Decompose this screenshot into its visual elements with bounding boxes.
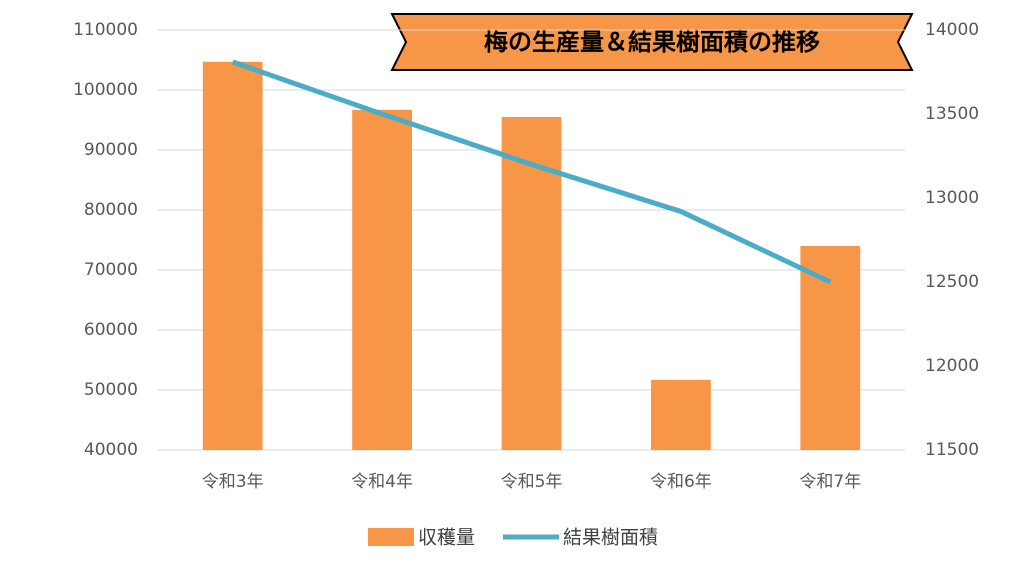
- bar: [202, 61, 263, 451]
- x-tick-label: 令和6年: [650, 472, 712, 492]
- y-tick-label: 90000: [84, 140, 138, 160]
- y2-tick-label: 11500: [925, 440, 979, 460]
- chart-title: 梅の生産量＆結果樹面積の推移: [484, 28, 820, 56]
- y2-tick-label: 12500: [925, 272, 979, 292]
- bar: [651, 379, 711, 450]
- legend-swatch: [368, 528, 414, 546]
- y-tick-label: 60000: [84, 320, 138, 340]
- bar: [800, 246, 861, 450]
- x-tick-label: 令和5年: [501, 472, 563, 492]
- bar: [352, 109, 412, 451]
- legend-label: 結果樹面積: [563, 527, 658, 549]
- x-tick-label: 令和3年: [202, 472, 264, 492]
- x-tick-label: 令和4年: [351, 472, 413, 492]
- x-tick-label: 令和7年: [799, 472, 861, 492]
- y-tick-label: 80000: [84, 200, 138, 220]
- line: [231, 59, 832, 285]
- legend-label: 収穫量: [418, 527, 475, 549]
- y-tick-label: 100000: [73, 80, 138, 100]
- y2-tick-label: 12000: [925, 356, 979, 376]
- title-banner: [390, 13, 914, 71]
- y-tick-label: 110000: [73, 20, 138, 40]
- y-tick-label: 40000: [84, 440, 138, 460]
- y-tick-label: 70000: [84, 260, 138, 280]
- y2-tick-label: 14000: [925, 20, 979, 40]
- y-tick-label: 50000: [84, 380, 138, 400]
- y2-tick-label: 13500: [925, 104, 979, 124]
- y2-tick-label: 13000: [925, 188, 979, 208]
